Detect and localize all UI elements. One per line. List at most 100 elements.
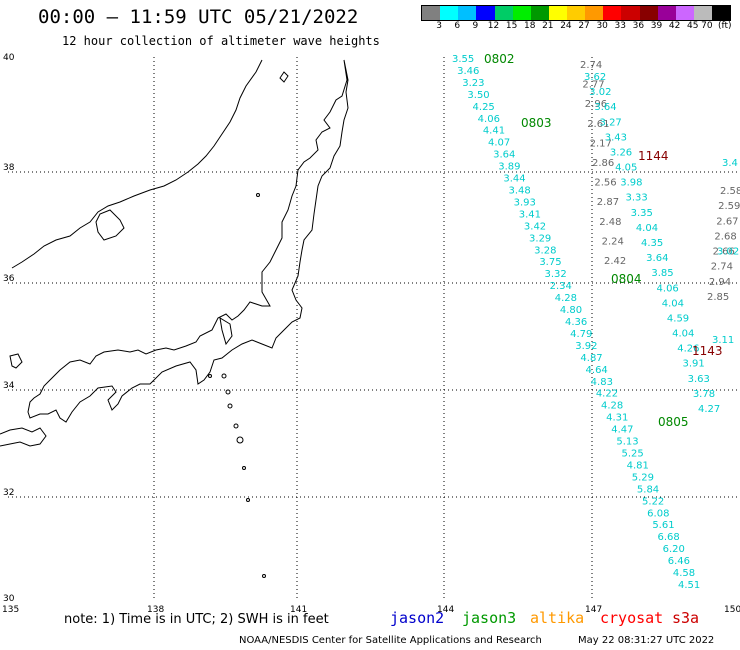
- wave-height-value: 3.48: [509, 186, 531, 197]
- legend-unit: (ft): [718, 21, 732, 31]
- wave-height-value: 3.64: [493, 150, 515, 161]
- legend-label: 18: [523, 21, 536, 31]
- wave-height-value: 3.28: [534, 245, 556, 256]
- legend-label: 45: [687, 21, 699, 31]
- wave-height-value: 4.83: [591, 377, 613, 388]
- izu-island: [227, 403, 233, 409]
- wave-height-value: 2.85: [707, 292, 729, 303]
- legend-swatch: [567, 6, 586, 20]
- legend-label: 33: [614, 21, 627, 31]
- legend-labels: 3 6 9 12 15 18 21 24 27 30 33 36 39 42 45 70: [421, 21, 740, 33]
- japan-coastline: [27, 59, 349, 423]
- legend-swatch: [693, 6, 712, 20]
- wave-height-value: 2.87: [597, 197, 619, 208]
- wave-height-value: 3.27: [600, 117, 622, 128]
- wave-height-value: 3.63: [688, 374, 710, 385]
- wave-height-value: 3.42: [524, 221, 546, 232]
- wave-height-value: 2.34: [550, 281, 572, 292]
- offshore-island: [256, 193, 260, 197]
- wave-height-value: 2.86: [592, 158, 614, 169]
- legend-swatch: [548, 6, 567, 20]
- wave-height-value: 5.22: [642, 496, 664, 507]
- wave-height-value: 4.04: [672, 329, 694, 340]
- noto-peninsula: [95, 209, 125, 241]
- izu-island: [246, 498, 250, 502]
- wave-height-value: 6.46: [668, 556, 690, 567]
- wave-height-value: 4.58: [673, 568, 695, 579]
- wave-height-value: 3.11: [712, 335, 734, 346]
- legend-label: 12: [487, 21, 500, 31]
- wave-height-value: 2.96: [585, 99, 607, 110]
- legend-label: 15: [505, 21, 518, 31]
- awaji-island: [9, 353, 23, 369]
- wave-height-value: 2.56: [594, 178, 616, 189]
- wave-height-value: 5.61: [652, 520, 674, 531]
- wave-height-value: 2.77: [582, 80, 604, 91]
- wave-height-value: 3.91: [682, 359, 704, 370]
- wave-height-value: 3.89: [498, 162, 520, 173]
- wave-height-value: 2.24: [602, 236, 624, 247]
- legend-swatch: [440, 6, 459, 20]
- wave-height-value: 4.36: [565, 317, 587, 328]
- wave-height-value: 3.41: [519, 209, 541, 220]
- wave-height-value: 3.46: [457, 66, 479, 77]
- wave-height-value: 3.26: [610, 147, 632, 158]
- wave-height-value: 4.79: [570, 329, 592, 340]
- wave-height-value: 4.06: [657, 283, 679, 294]
- legend-swatch: [585, 6, 604, 20]
- credit-text: NOAA/NESDIS Center for Satellite Applica…: [239, 635, 542, 646]
- lon-tick-label: 144: [437, 605, 454, 615]
- legend-label: 27: [578, 21, 590, 31]
- wave-height-value: 3.43: [605, 132, 627, 143]
- izu-island: [262, 574, 266, 578]
- legend-label: 24: [560, 21, 572, 31]
- wave-height-value: 3.29: [529, 233, 551, 244]
- lon-tick-label: 138: [147, 605, 164, 615]
- wave-height-value: 3.93: [514, 197, 536, 208]
- wave-height-value: 2.17: [590, 138, 612, 149]
- shikoku-coast: [0, 427, 47, 447]
- legend-swatch: [512, 6, 531, 20]
- wave-height-value: 4.06: [478, 114, 500, 125]
- lat-tick-label: 30: [3, 594, 15, 604]
- lat-tick-label: 32: [3, 488, 14, 498]
- izu-island: [221, 373, 227, 379]
- lat-tick-label: 36: [3, 274, 15, 284]
- wave-height-value: 4.27: [698, 404, 720, 415]
- wave-height-value: 3.33: [625, 193, 647, 204]
- offshore-island: [208, 374, 212, 378]
- legend-label: 70: [701, 21, 713, 31]
- wave-height-value: 3.75: [539, 257, 561, 268]
- pass-id-label: 0803: [521, 116, 552, 130]
- wave-height-value: 4.35: [641, 238, 663, 249]
- izu-island: [236, 436, 244, 444]
- wave-height-value: 5.84: [637, 484, 659, 495]
- wave-height-value: 4.64: [586, 365, 608, 376]
- wave-height-value: 4.22: [596, 389, 618, 400]
- legend-label: 30: [596, 21, 608, 31]
- wave-height-value: 4.07: [488, 138, 510, 149]
- lat-tick-label: 34: [3, 381, 15, 391]
- pass-id-label: 1143: [692, 344, 723, 358]
- wave-height-value: 3.78: [693, 389, 715, 400]
- satellite-jason2: jason2: [390, 609, 445, 627]
- legend-label: 36: [632, 21, 645, 31]
- wave-height-value: 2.67: [716, 216, 738, 227]
- wave-height-value: 3.64: [594, 102, 616, 113]
- wave-height-value: 5.13: [616, 437, 638, 448]
- map-grid: [8, 57, 740, 598]
- wave-height-value: 3.64: [646, 253, 668, 264]
- wave-height-value: 4.05: [615, 163, 637, 174]
- izu-island: [225, 389, 231, 395]
- wave-height-value: 3.32: [544, 269, 566, 280]
- legend-swatch: [603, 6, 622, 20]
- timestamp: May 22 08:31:27 UTC 2022: [578, 635, 715, 646]
- wave-height-value: 6.68: [657, 532, 679, 543]
- wave-height-value: 4.47: [611, 425, 633, 436]
- lat-tick-label: 40: [3, 53, 15, 63]
- legend-swatch: [494, 6, 513, 20]
- wave-height-value: 2.68: [714, 231, 736, 242]
- pass-id-label: 0802: [484, 52, 515, 66]
- pass-id-label: 0804: [611, 272, 642, 286]
- color-legend: [421, 5, 731, 21]
